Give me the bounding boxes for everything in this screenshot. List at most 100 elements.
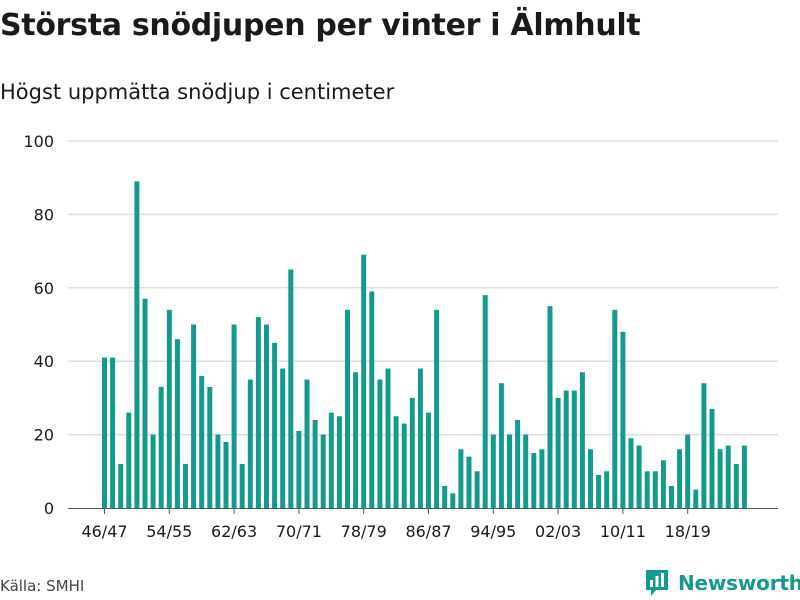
bar bbox=[247, 379, 253, 508]
bar bbox=[693, 489, 699, 508]
newsworthy-logo[interactable]: Newsworthy bbox=[644, 568, 800, 598]
bar bbox=[450, 493, 456, 508]
bar-chart: 0 20 40 60 80 100 46/47 54/55 62/63 70/71 78/79 86/… bbox=[23, 132, 778, 541]
x-tick-label: 54/55 bbox=[146, 522, 192, 541]
bar bbox=[555, 397, 561, 508]
bar bbox=[466, 456, 472, 508]
bar bbox=[515, 419, 521, 508]
bar bbox=[174, 339, 180, 508]
x-tick-label: 78/79 bbox=[341, 522, 387, 541]
bar bbox=[320, 434, 326, 508]
bar bbox=[660, 460, 666, 508]
bar bbox=[733, 463, 739, 508]
bar bbox=[547, 306, 553, 508]
y-tick-label: 40 bbox=[34, 352, 54, 371]
bar bbox=[490, 434, 496, 508]
source-note: Källa: SMHI bbox=[0, 577, 85, 595]
bar bbox=[507, 434, 512, 508]
bar bbox=[628, 438, 634, 508]
bar bbox=[126, 412, 132, 508]
bar bbox=[102, 357, 107, 508]
bar bbox=[336, 416, 342, 508]
bar bbox=[345, 309, 350, 508]
x-tick-label: 94/95 bbox=[470, 522, 516, 541]
bar bbox=[458, 449, 464, 508]
bar bbox=[118, 463, 124, 508]
bar bbox=[239, 463, 245, 508]
bar bbox=[393, 416, 399, 508]
bar bbox=[369, 291, 375, 508]
bar bbox=[644, 471, 650, 508]
bar bbox=[482, 295, 488, 508]
bar bbox=[231, 324, 237, 508]
bar bbox=[442, 485, 448, 508]
bar bbox=[207, 386, 213, 508]
bar bbox=[636, 445, 642, 508]
bar bbox=[191, 324, 197, 508]
chart-subtitle: Högst uppmätta snödjup i centimeter bbox=[0, 80, 395, 104]
bar bbox=[620, 331, 626, 508]
x-tick-label: 46/47 bbox=[81, 522, 127, 541]
y-tick-label: 0 bbox=[44, 499, 54, 518]
bar bbox=[434, 309, 440, 508]
bar bbox=[377, 379, 383, 508]
bar bbox=[426, 412, 431, 508]
bar bbox=[215, 434, 221, 508]
bar bbox=[280, 368, 286, 508]
y-tick-label: 100 bbox=[23, 132, 54, 151]
y-tick-label: 60 bbox=[34, 279, 54, 298]
bar bbox=[361, 254, 367, 508]
bar bbox=[523, 434, 529, 508]
bar bbox=[142, 298, 148, 508]
bar bbox=[709, 408, 715, 508]
bar bbox=[741, 445, 747, 508]
y-tick-label: 80 bbox=[34, 205, 54, 224]
bar bbox=[296, 430, 302, 508]
bar bbox=[110, 357, 116, 508]
bar bbox=[328, 412, 334, 508]
bar bbox=[685, 434, 691, 508]
bar bbox=[717, 449, 723, 508]
bar bbox=[612, 309, 618, 508]
x-tick-label: 10/11 bbox=[600, 522, 646, 541]
bar bbox=[669, 485, 674, 508]
bar bbox=[385, 368, 391, 508]
bar bbox=[199, 375, 205, 508]
bar bbox=[579, 372, 585, 508]
bar bbox=[312, 419, 318, 508]
bar bbox=[417, 368, 423, 508]
bar bbox=[223, 441, 229, 508]
bar bbox=[677, 449, 683, 508]
bar bbox=[158, 386, 164, 508]
y-tick-label: 20 bbox=[34, 426, 54, 445]
bar bbox=[725, 445, 731, 508]
bar bbox=[701, 383, 707, 508]
bar bbox=[401, 423, 407, 508]
bar bbox=[596, 474, 602, 508]
bar bbox=[183, 463, 188, 508]
bar bbox=[498, 383, 504, 508]
bar bbox=[474, 471, 480, 508]
bar bbox=[150, 434, 156, 508]
bar bbox=[588, 449, 593, 508]
bar bbox=[353, 372, 359, 508]
bar bbox=[652, 471, 658, 508]
bar bbox=[264, 324, 269, 508]
brand-name: Newsworthy bbox=[678, 571, 800, 595]
bar bbox=[531, 452, 537, 508]
bar bbox=[571, 390, 577, 508]
bar bbox=[255, 317, 261, 508]
bar bbox=[409, 397, 415, 508]
bar bbox=[539, 449, 545, 508]
bar bbox=[166, 309, 172, 508]
bar bbox=[563, 390, 569, 508]
x-tick-label: 70/71 bbox=[276, 522, 322, 541]
chart-title: Största snödjupen per vinter i Älmhult bbox=[0, 8, 641, 43]
bar bbox=[134, 181, 140, 508]
bar bbox=[304, 379, 310, 508]
newsworthy-bars-icon bbox=[646, 570, 668, 596]
bar bbox=[604, 471, 610, 508]
x-tick-label: 86/87 bbox=[405, 522, 451, 541]
bar bbox=[272, 342, 278, 508]
x-tick-label: 62/63 bbox=[211, 522, 257, 541]
